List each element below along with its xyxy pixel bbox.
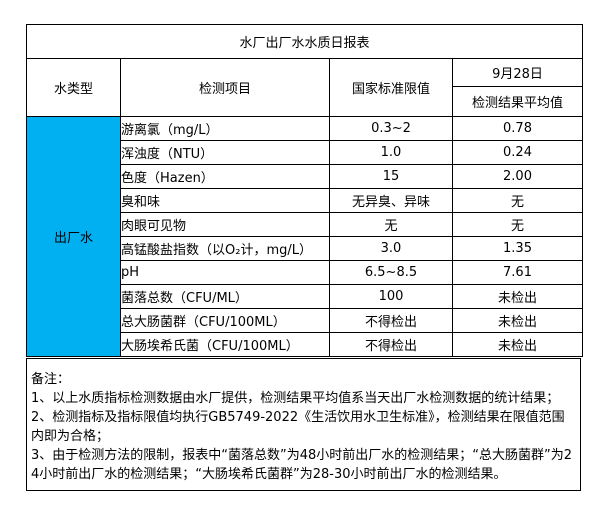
report-table: 水厂出厂水水质日报表 水类型 检测项目 国家标准限值 9月28日 检测结果平均值… xyxy=(25,24,584,357)
title-row: 水厂出厂水水质日报表 xyxy=(25,24,584,59)
limit-cell: 100 xyxy=(329,284,453,309)
table-row: 臭和味 无异臭、异味 无 xyxy=(27,188,584,213)
limit-cell: 3.0 xyxy=(329,236,453,261)
table-row: 高锰酸盐指数（以O₂计，mg/L） 3.0 1.35 xyxy=(27,236,584,261)
limit-cell: 6.5~8.5 xyxy=(329,260,453,285)
result-cell: 无 xyxy=(451,188,584,213)
table-row: 总大肠菌群（CFU/100ML） 不得检出 未检出 xyxy=(27,308,584,333)
item-cell: 高锰酸盐指数（以O₂计，mg/L） xyxy=(120,236,330,261)
limit-cell: 不得检出 xyxy=(329,332,453,357)
note-item-2: 2、检测指标及指标限值均执行GB5749-2022《生活饮用水卫生标准》，检测结… xyxy=(31,410,565,444)
limit-cell: 不得检出 xyxy=(329,308,453,333)
report-title: 水厂出厂水水质日报表 xyxy=(25,24,584,59)
result-cell: 2.00 xyxy=(451,164,584,189)
result-cell: 0.78 xyxy=(451,116,584,141)
item-cell: 菌落总数（CFU/ML） xyxy=(120,284,330,309)
header-item: 检测项目 xyxy=(120,58,330,117)
item-cell: 总大肠菌群（CFU/100ML） xyxy=(120,308,330,333)
data-rows: 出厂水 游离氯（mg/L） 0.3~2 0.78 浑浊度（NTU） 1.0 0.2… xyxy=(26,116,584,357)
note-item-1: 1、以上水质指标检测数据由水厂提供，检测结果平均值系当天出厂水检测数据的统计结果… xyxy=(31,391,560,406)
result-cell: 1.35 xyxy=(451,236,584,261)
water-type-cell: 出厂水 xyxy=(26,116,121,357)
table-row: 色度（Hazen） 15 2.00 xyxy=(27,164,584,189)
item-cell: 浑浊度（NTU） xyxy=(120,140,330,165)
limit-cell: 15 xyxy=(329,164,453,189)
item-cell: 臭和味 xyxy=(120,188,330,213)
table-row: 肉眼可见物 无 无 xyxy=(27,212,584,237)
result-cell: 0.24 xyxy=(451,140,584,165)
notes-label: 备注： xyxy=(31,372,71,387)
header-date: 9月28日 xyxy=(451,58,584,87)
limit-cell: 1.0 xyxy=(329,140,453,165)
table-row: 浑浊度（NTU） 1.0 0.24 xyxy=(27,140,584,165)
limit-cell: 0.3~2 xyxy=(329,116,453,141)
table-row: 菌落总数（CFU/ML） 100 未检出 xyxy=(27,284,584,309)
limit-cell: 无异臭、异味 xyxy=(329,188,453,213)
item-cell: 大肠埃希氏菌（CFU/100ML） xyxy=(120,332,330,357)
header-row-2: 检测结果平均值 xyxy=(27,86,584,117)
table-row: 出厂水 游离氯（mg/L） 0.3~2 0.78 xyxy=(26,116,584,357)
item-cell: 色度（Hazen） xyxy=(120,164,330,189)
limit-cell: 无 xyxy=(329,212,453,237)
water-quality-report: 水厂出厂水水质日报表 水类型 检测项目 国家标准限值 9月28日 检测结果平均值… xyxy=(25,24,584,357)
result-cell: 未检出 xyxy=(451,284,584,309)
item-cell: 肉眼可见物 xyxy=(120,212,330,237)
item-cell: 游离氯（mg/L） xyxy=(120,116,330,141)
table-row: 大肠埃希氏菌（CFU/100ML） 不得检出 未检出 xyxy=(27,332,584,357)
header-limit: 国家标准限值 xyxy=(329,58,453,117)
result-cell: 无 xyxy=(451,212,584,237)
item-cell: pH xyxy=(120,260,330,285)
result-cell: 7.61 xyxy=(451,260,584,285)
result-cell: 未检出 xyxy=(451,332,584,357)
result-cell: 未检出 xyxy=(451,308,584,333)
header-row-1: 水类型 检测项目 国家标准限值 9月28日 xyxy=(26,58,584,117)
header-water-type: 水类型 xyxy=(26,58,121,117)
note-item-3: 3、由于检测方法的限制，报表中“菌落总数”为48小时前出厂水的检测结果；“总大肠… xyxy=(31,448,573,482)
notes-section: 备注： 1、以上水质指标检测数据由水厂提供，检测结果平均值系当天出厂水检测数据的… xyxy=(26,358,581,491)
table-row: pH 6.5~8.5 7.61 xyxy=(27,260,584,285)
header-result-avg: 检测结果平均值 xyxy=(451,86,584,117)
